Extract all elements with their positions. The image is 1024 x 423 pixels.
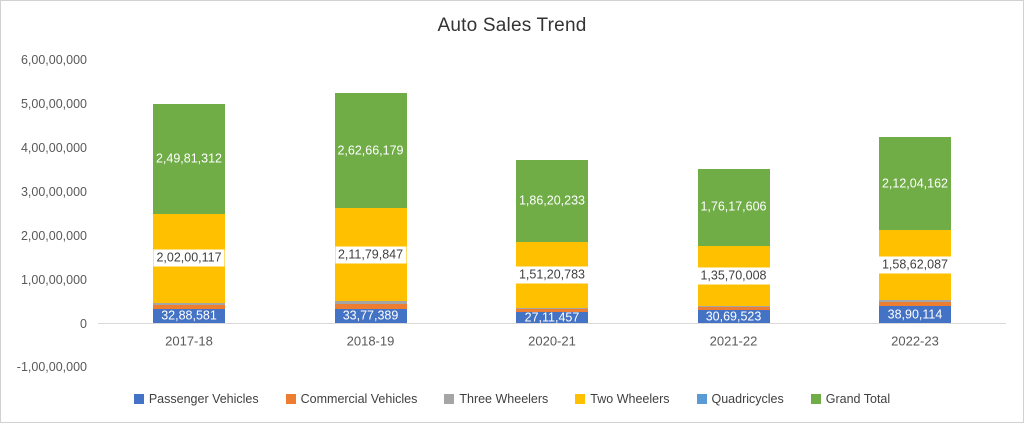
bar-segment-passenger-vehicles-2022-23 <box>879 306 951 324</box>
data-label-grand-total-2022-23: 2,12,04,162 <box>881 176 949 191</box>
data-label-passenger-vehicles-2017-18: 32,88,581 <box>161 308 217 323</box>
bar-segment-commercial-vehicles-2017-18 <box>153 305 225 310</box>
y-axis-tick-label: 4,00,00,000 <box>20 140 87 155</box>
x-axis-category-label: 2021-22 <box>709 333 758 349</box>
legend-label: Passenger Vehicles <box>148 392 259 406</box>
legend-item-two-wheelers: Two Wheelers <box>575 392 670 406</box>
data-label-two-wheelers-2018-19: 2,11,79,847 <box>334 246 407 264</box>
data-label-grand-total-2021-22: 1,76,17,606 <box>700 199 767 214</box>
legend-label: Commercial Vehicles <box>300 392 418 406</box>
chart-title: Auto Sales Trend <box>437 15 587 36</box>
bar-segment-grand-total-2017-18 <box>153 104 225 214</box>
data-label-passenger-vehicles-2021-22: 30,69,523 <box>705 309 762 324</box>
bar-segment-three-wheelers-2022-23 <box>879 300 951 303</box>
y-axis-tick-label: 2,00,00,000 <box>20 228 87 243</box>
x-axis-line <box>98 323 1006 324</box>
x-axis-category-label: 2018-19 <box>346 333 395 349</box>
legend-label: Two Wheelers <box>590 392 670 406</box>
bar-segment-three-wheelers-2020-21 <box>516 308 588 310</box>
legend-item-passenger-vehicles: Passenger Vehicles <box>133 392 259 406</box>
data-label-passenger-vehicles-2020-21: 27,11,457 <box>524 310 580 325</box>
data-label-two-wheelers-2021-22: 1,35,70,008 <box>697 267 770 285</box>
legend-marker-two-wheelers <box>575 394 586 404</box>
y-axis-tick-label: -1,00,00,000 <box>16 360 87 375</box>
legend-item-commercial-vehicles: Commercial Vehicles <box>285 392 418 406</box>
legend-marker-quadricycles <box>696 394 707 404</box>
x-axis-category-label: 2022-23 <box>891 333 939 349</box>
y-axis-tick-label: 5,00,00,000 <box>20 97 87 111</box>
data-label-grand-total-2017-18: 2,49,81,312 <box>155 151 223 166</box>
y-axis-tick-label: 6,00,00,000 <box>20 53 87 68</box>
bar-segment-commercial-vehicles-2022-23 <box>879 302 951 307</box>
bar-segment-passenger-vehicles-2018-19 <box>334 308 407 324</box>
bar-segment-grand-total-2022-23 <box>879 137 951 231</box>
y-axis-tick-label: 0 <box>80 316 87 331</box>
legend-item-grand-total: Grand Total <box>810 392 891 406</box>
bar-segment-three-wheelers-2017-18 <box>153 302 225 306</box>
legend-marker-three-wheelers <box>444 394 455 404</box>
bar-segment-three-wheelers-2018-19 <box>334 301 407 305</box>
bar-segment-grand-total-2021-22 <box>697 168 770 247</box>
bar-segment-commercial-vehicles-2021-22 <box>697 306 770 311</box>
x-axis-category-label: 2017-18 <box>165 333 213 349</box>
data-label-two-wheelers-2017-18: 2,02,00,117 <box>153 249 225 267</box>
legend-label: Grand Total <box>825 392 891 406</box>
bar-segment-grand-total-2020-21 <box>516 160 588 242</box>
bar-segment-passenger-vehicles-2020-21 <box>516 311 588 324</box>
bar-segment-passenger-vehicles-2017-18 <box>153 309 225 324</box>
legend-item-three-wheelers: Three Wheelers <box>444 392 548 406</box>
y-axis-tick-label: 3,00,00,000 <box>20 184 87 199</box>
bar-segment-commercial-vehicles-2018-19 <box>334 304 407 309</box>
legend-marker-passenger-vehicles <box>133 394 144 404</box>
bar-segment-passenger-vehicles-2021-22 <box>697 310 770 324</box>
y-axis-tick-label: 1,00,00,000 <box>20 272 87 287</box>
bar-segment-commercial-vehicles-2020-21 <box>516 309 588 312</box>
data-label-two-wheelers-2022-23: 1,58,62,087 <box>878 256 952 274</box>
bar-segment-three-wheelers-2021-22 <box>697 305 770 307</box>
legend-label: Three Wheelers <box>459 392 549 406</box>
legend: Passenger Vehicles Commercial Vehicles Thr… <box>1 392 1023 406</box>
data-label-grand-total-2020-21: 1,86,20,233 <box>518 193 586 208</box>
data-label-passenger-vehicles-2022-23: 38,90,114 <box>887 307 943 322</box>
legend-label: Quadricycles <box>711 392 784 406</box>
bar-segment-grand-total-2018-19 <box>334 92 407 209</box>
legend-item-quadricycles: Quadricycles <box>696 392 784 406</box>
data-label-two-wheelers-2020-21: 1,51,20,783 <box>515 266 589 284</box>
data-label-grand-total-2018-19: 2,62,66,179 <box>337 143 404 158</box>
legend-marker-commercial-vehicles <box>285 394 296 404</box>
legend-marker-grand-total <box>810 394 821 404</box>
data-label-passenger-vehicles-2018-19: 33,77,389 <box>342 308 399 323</box>
x-axis-category-label: 2020-21 <box>528 333 576 349</box>
